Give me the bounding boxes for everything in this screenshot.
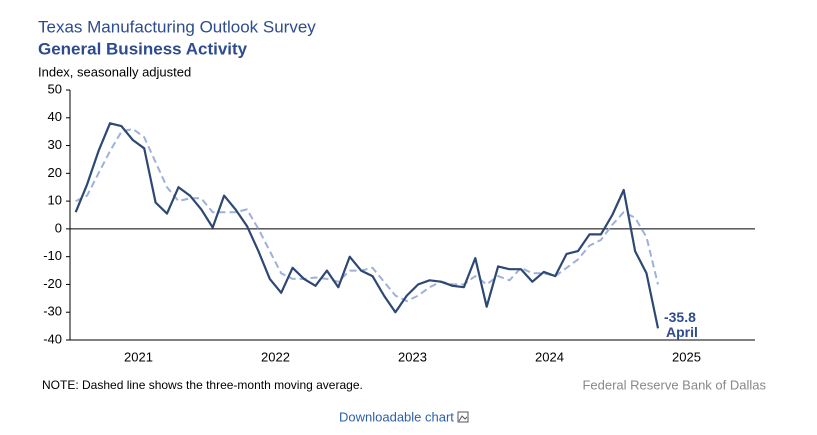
source: Federal Reserve Bank of Dallas	[582, 377, 766, 392]
x-tick-label: 2022	[261, 349, 290, 364]
chart-title: Texas Manufacturing Outlook Survey	[38, 17, 316, 36]
x-tick-label: 2025	[672, 349, 701, 364]
y-tick-label: 30	[48, 137, 62, 152]
y-tick-label: -40	[43, 331, 62, 346]
x-tick-label: 2021	[124, 349, 153, 364]
series-line	[74, 122, 660, 329]
y-tick-label: -20	[43, 276, 62, 291]
annotation: April	[666, 324, 698, 340]
y-tick-label: 40	[48, 109, 62, 124]
link-icon[interactable]	[457, 411, 469, 423]
y-axis-label: Index, seasonally adjusted	[38, 64, 191, 79]
series-line	[75, 127, 659, 303]
x-tick-label: 2024	[535, 349, 564, 364]
y-tick-label: 20	[48, 165, 62, 180]
link-text[interactable]: Downloadable chart	[339, 409, 454, 424]
y-tick-label: -10	[43, 248, 62, 263]
y-tick-label: -30	[43, 304, 62, 319]
chart-subtitle: General Business Activity	[38, 39, 248, 58]
value-label: -35.8	[664, 309, 696, 325]
y-tick-label: 50	[48, 81, 62, 96]
link-icon-glyph	[458, 415, 468, 422]
note: NOTE: Dashed line shows the three-month …	[42, 378, 363, 392]
download-link[interactable]: Downloadable chart	[339, 409, 469, 424]
x-tick-label: 2023	[398, 349, 427, 364]
y-tick-label: 10	[48, 193, 62, 208]
y-tick-label: 0	[55, 220, 62, 235]
